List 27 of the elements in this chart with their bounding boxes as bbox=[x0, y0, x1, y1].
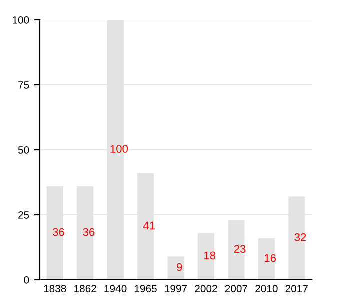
x-tick-label: 2007 bbox=[225, 285, 248, 293]
data-label: 9 bbox=[177, 263, 182, 272]
bar bbox=[198, 233, 215, 280]
x-tick-label: 1965 bbox=[134, 285, 157, 293]
data-label: 36 bbox=[83, 228, 95, 236]
y-tick-label: 100 bbox=[13, 16, 30, 24]
data-label: 100 bbox=[110, 145, 128, 153]
x-tick-label: 1997 bbox=[165, 285, 188, 293]
bar bbox=[228, 220, 245, 280]
data-label: 23 bbox=[234, 245, 246, 254]
x-tick-label: 2017 bbox=[286, 285, 308, 293]
data-label: 32 bbox=[294, 234, 306, 242]
x-tick-label: 1862 bbox=[74, 285, 96, 293]
x-tick-label: 1940 bbox=[104, 285, 127, 293]
y-tick-label: 50 bbox=[18, 146, 30, 154]
data-label: 36 bbox=[52, 228, 64, 236]
x-tick-label: 1838 bbox=[44, 285, 66, 293]
x-tick-label: 2002 bbox=[195, 285, 218, 293]
data-label: 41 bbox=[143, 222, 156, 230]
data-label: 16 bbox=[264, 254, 276, 262]
data-label: 18 bbox=[204, 252, 216, 260]
y-tick-label: 25 bbox=[18, 212, 30, 219]
bar bbox=[168, 256, 184, 280]
y-tick-label: 75 bbox=[18, 82, 30, 89]
bar bbox=[258, 238, 275, 280]
x-tick-label: 2010 bbox=[256, 285, 278, 293]
y-tick-label: 0 bbox=[24, 276, 30, 284]
